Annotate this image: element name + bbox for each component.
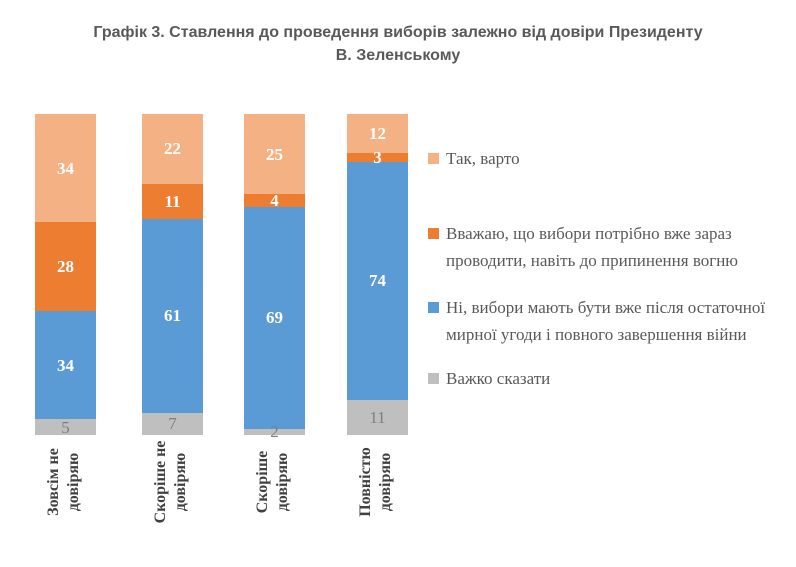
segment-value-label: 12 [369, 123, 386, 143]
legend-swatch [428, 153, 439, 164]
category-axis-label-line: довіряю [273, 452, 291, 512]
legend-swatch [428, 302, 439, 313]
segment-value-label: 28 [57, 257, 74, 277]
segment-value-label: 25 [266, 144, 283, 164]
category-axis-label: Скоріше не довіряю [151, 427, 195, 537]
segment-value-label: 4 [270, 191, 279, 211]
segment-value-label: 22 [164, 139, 181, 159]
category-axis-label-line: довіряю [64, 452, 82, 512]
segment-value-label: 74 [369, 271, 386, 291]
bar-segment: 34 [35, 311, 96, 420]
category-axis-label-line: Зовсім не [44, 448, 62, 516]
legend-swatch [428, 228, 439, 239]
bar-segment: 69 [244, 207, 305, 429]
legend-item: Важко сказати [428, 365, 776, 392]
bar-segment: 11 [347, 399, 408, 435]
legend: Так, варто Вважаю, що вибори потрібно вже… [428, 0, 778, 567]
legend-item: Вважаю, що вибори потрібно вже зараз про… [428, 220, 776, 274]
bar-segment: 11 [142, 183, 203, 219]
category-axis-label: Скоріше довіряю [253, 427, 297, 537]
bar-3: 25 4 69 2 [244, 114, 305, 440]
category-axis-label: Зовсім не довіряю [44, 427, 88, 537]
category-axis-label-line: Скоріше не [151, 440, 169, 524]
legend-label: Так, варто [446, 149, 520, 168]
chart-title: Графік 3. Ставлення до проведення виборі… [0, 21, 796, 67]
bar-segment: 3 [347, 149, 408, 166]
bar-segment: 28 [35, 222, 96, 312]
segment-value-label: 2 [270, 422, 279, 442]
bar-segment: 34 [35, 114, 96, 223]
bar-segment: 5 [35, 417, 96, 437]
segment-value-label: 7 [168, 414, 177, 434]
chart-title-line-1: Графік 3. Ставлення до проведення виборі… [93, 24, 703, 41]
category-axis-label-line: Повністю [356, 447, 374, 517]
bar-segment: 12 [347, 114, 408, 153]
legend-label: Ні, вибори мають бути вже після остаточн… [446, 298, 766, 344]
segment-value-label: 34 [57, 158, 74, 178]
plot-area: 34 28 34 5 22 11 61 7 25 4 69 2 12 3 74 11 [35, 114, 408, 440]
bar-segment: 22 [142, 114, 203, 184]
bar-segment: 74 [347, 162, 408, 400]
legend-item: Так, варто [428, 145, 776, 172]
bar-2: 22 11 61 7 [142, 114, 203, 435]
legend-item: Ні, вибори мають бути вже після остаточн… [428, 294, 776, 348]
bar-segment: 2 [244, 423, 305, 440]
segment-value-label: 5 [61, 417, 70, 437]
legend-label: Важко сказати [446, 369, 551, 388]
category-axis-label: Повністю довіряю [356, 427, 400, 537]
bar-4: 12 3 74 11 [347, 114, 408, 435]
segment-value-label: 11 [369, 407, 386, 427]
bar-segment: 61 [142, 218, 203, 413]
bar-1: 34 28 34 5 [35, 114, 96, 437]
segment-value-label: 61 [164, 306, 181, 326]
category-axis-label-line: довіряю [376, 452, 394, 512]
segment-value-label: 69 [266, 308, 283, 328]
bar-segment: 4 [244, 191, 305, 211]
segment-value-label: 3 [373, 147, 382, 167]
segment-value-label: 11 [164, 191, 181, 211]
category-axis-label-line: довіряю [171, 452, 189, 512]
bar-segment: 7 [142, 412, 203, 435]
category-axis-label-line: Скоріше [253, 450, 271, 514]
legend-swatch [428, 373, 439, 384]
segment-value-label: 34 [57, 355, 74, 375]
legend-label: Вважаю, що вибори потрібно вже зараз про… [446, 224, 738, 270]
bar-segment: 25 [244, 114, 305, 195]
chart-title-line-2: В. Зеленському [335, 47, 461, 64]
